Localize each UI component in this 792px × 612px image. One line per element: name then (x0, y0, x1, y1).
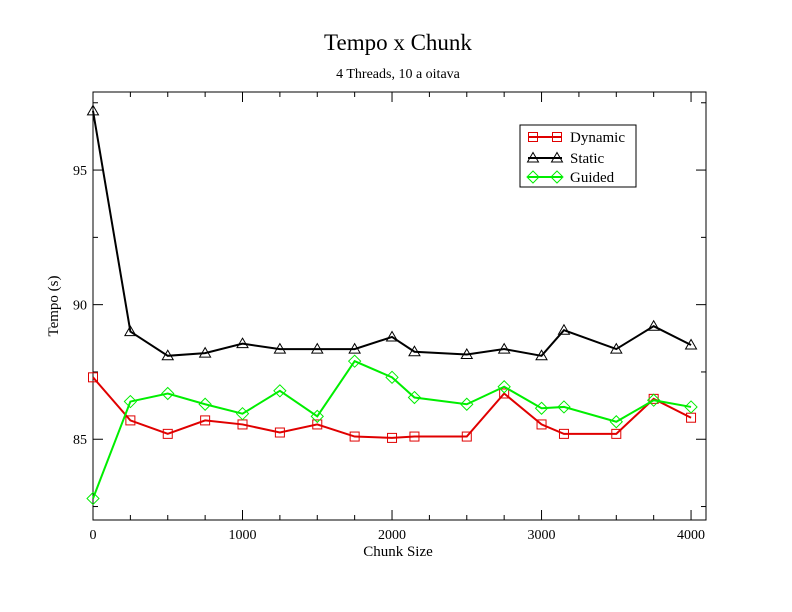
data-point-dynamic (88, 372, 98, 383)
data-point-dynamic (312, 419, 323, 430)
series-static (86, 104, 698, 361)
y-tick-label: 85 (73, 433, 87, 448)
data-point-guided (385, 370, 399, 385)
legend-label: Dynamic (570, 130, 625, 146)
chart-title: Tempo x Chunk (324, 30, 472, 55)
data-point-static (236, 337, 249, 349)
data-point-static (460, 347, 474, 359)
data-point-guided (646, 393, 661, 407)
data-point-static (557, 323, 571, 335)
y-tick-label: 90 (73, 299, 87, 314)
data-point-guided (310, 409, 324, 424)
data-point-dynamic (461, 431, 472, 442)
data-point-static (161, 349, 175, 361)
data-point-dynamic (611, 428, 622, 439)
legend-marker (550, 170, 564, 184)
legend-entry-dynamic: Dynamic (528, 130, 625, 146)
chart-subtitle: 4 Threads, 10 a oitava (336, 67, 461, 82)
y-axis-ticks: 85 90 95 (73, 102, 706, 508)
data-point-static (198, 346, 212, 358)
data-point-static (385, 330, 399, 342)
data-point-dynamic (558, 428, 569, 439)
legend-marker (528, 132, 538, 142)
data-point-guided (534, 401, 549, 415)
data-point-static (684, 338, 698, 350)
data-point-dynamic (125, 415, 136, 426)
legend-entry-static: Static (526, 151, 605, 167)
data-point-dynamic (409, 431, 420, 442)
series-line-static (92, 110, 692, 357)
data-point-static (535, 349, 548, 361)
legend: Dynamic Static Guided (519, 124, 637, 188)
data-point-dynamic (499, 388, 510, 399)
data-point-dynamic (274, 427, 285, 438)
data-point-guided (407, 390, 422, 405)
data-point-guided (557, 400, 571, 414)
plot-area-frame (92, 91, 707, 521)
x-tick-label: 3000 (528, 528, 556, 543)
data-point-guided (347, 354, 362, 368)
data-point-static (647, 319, 661, 331)
data-point-static (497, 342, 511, 354)
legend-label: Guided (570, 170, 615, 186)
data-point-dynamic (536, 419, 547, 430)
x-axis-label: Chunk Size (363, 544, 433, 560)
data-point-guided (460, 397, 474, 411)
data-point-guided (123, 394, 138, 409)
data-point-guided (273, 384, 287, 398)
data-point-static (609, 342, 623, 354)
legend-label: Static (570, 151, 605, 167)
legend-marker (550, 151, 564, 163)
data-point-guided (684, 400, 698, 414)
data-point-guided (86, 491, 100, 506)
data-point-static (408, 345, 421, 357)
series-line-dynamic (92, 376, 692, 439)
series-guided (86, 354, 698, 506)
data-point-static (310, 342, 324, 354)
x-tick-label: 2000 (378, 528, 406, 543)
data-point-guided (198, 397, 212, 411)
x-tick-label: 4000 (677, 528, 705, 543)
y-tick-label: 95 (73, 164, 87, 179)
data-point-dynamic (200, 415, 211, 426)
data-point-dynamic (387, 432, 398, 443)
data-point-static (86, 104, 100, 116)
legend-marker (526, 170, 540, 184)
data-point-static (124, 325, 137, 337)
legend-marker (552, 132, 562, 142)
x-tick-label: 0 (90, 528, 97, 543)
data-point-static (273, 342, 287, 354)
data-point-dynamic (349, 431, 360, 442)
series-line-guided (92, 359, 692, 499)
data-point-guided (161, 386, 175, 401)
legend-marker (526, 151, 540, 163)
data-point-guided (609, 415, 623, 429)
series-dynamic (88, 372, 697, 443)
x-tick-label: 1000 (229, 528, 257, 543)
series-layer (86, 104, 698, 506)
data-point-static (348, 342, 362, 354)
y-axis-label: Tempo (s) (46, 275, 62, 336)
data-point-dynamic (162, 428, 173, 439)
data-point-guided (235, 406, 250, 421)
data-point-guided (497, 380, 511, 394)
x-axis-ticks: 0 1000 2000 3000 4000 (90, 92, 705, 543)
legend-entry-guided: Guided (526, 170, 615, 186)
